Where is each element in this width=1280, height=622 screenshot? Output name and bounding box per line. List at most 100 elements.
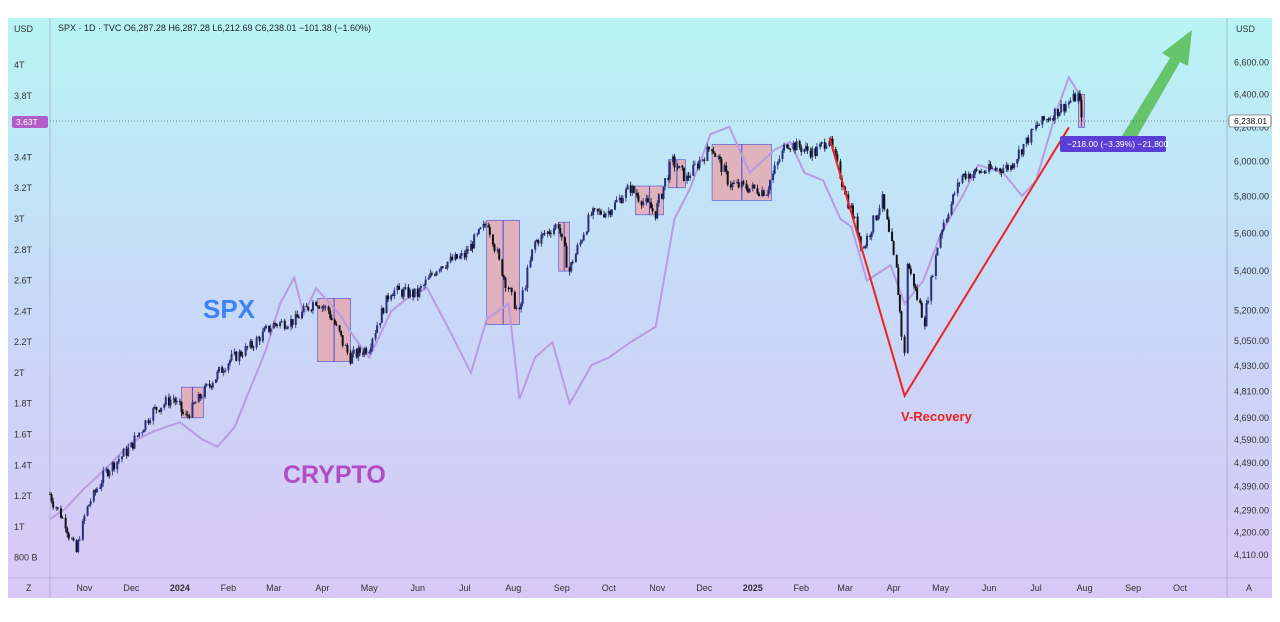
- spx-candle-body-50: [158, 409, 161, 412]
- spx-candle-body-76: [214, 379, 217, 383]
- spx-candle-body-457: [1052, 118, 1055, 121]
- spx-candle-body-99: [263, 328, 266, 332]
- spx-candle-body-114: [296, 314, 299, 318]
- spx-candle-body-283: [667, 178, 670, 180]
- spx-candle-body-438: [1010, 165, 1013, 170]
- right-tick-label-4: 5,800.00: [1234, 192, 1269, 202]
- chart-svg[interactable]: USD USD SPX · 1D · TVC O6,287.28 H6,287.…: [8, 18, 1272, 598]
- spx-candle-body-166: [408, 289, 411, 298]
- spx-candle-body-265: [626, 185, 629, 190]
- spx-candle-body-119: [307, 306, 310, 311]
- chart-container[interactable]: USD USD SPX · 1D · TVC O6,287.28 H6,287.…: [8, 18, 1272, 598]
- spx-candle-body-443: [1020, 149, 1023, 155]
- spx-candle-body-246: [585, 231, 588, 235]
- spx-candle-body-295: [693, 163, 696, 165]
- spx-candle-body-175: [429, 273, 432, 278]
- spx-candle-body-177: [434, 274, 437, 276]
- spx-candle-body-137: [346, 345, 349, 353]
- spx-candle-body-190: [463, 253, 466, 258]
- spx-candle-body-318: [745, 183, 748, 190]
- right-tick-label-13: 4,490.00: [1234, 458, 1269, 468]
- spx-candle-body-174: [427, 277, 430, 280]
- left-tick-label-9: 2T: [14, 368, 25, 378]
- spx-candle-body-289: [681, 165, 684, 168]
- left-tick-label-0: 4T: [14, 60, 25, 70]
- spx-candle-body-460: [1058, 112, 1061, 117]
- spx-candle-body-235: [560, 233, 563, 238]
- spx-candle-body-170: [418, 288, 421, 297]
- spx-candle-body-27: [106, 469, 109, 477]
- spx-candle-body-157: [390, 295, 393, 300]
- spx-candle-body-212: [510, 287, 513, 293]
- spx-candle-body-232: [554, 224, 557, 229]
- spx-candle-body-270: [637, 195, 640, 202]
- spx-candle-body-30: [113, 462, 116, 470]
- spx-candle-body-334: [781, 150, 784, 159]
- spx-candle-body-405: [936, 247, 939, 256]
- left-tick-label-12: 1.4T: [14, 460, 33, 470]
- spx-candle-body-271: [640, 201, 643, 206]
- spx-candle-body-203: [491, 234, 494, 245]
- spx-candle-body-410: [947, 214, 950, 220]
- spx-candle-body-404: [934, 255, 937, 276]
- spx-candle-body-251: [596, 208, 599, 212]
- corner-right-a[interactable]: A: [1246, 583, 1252, 593]
- left-tick-label-5: 2.8T: [14, 245, 33, 255]
- spx-candle-body-56: [172, 398, 175, 400]
- spx-candle-body-16: [83, 515, 86, 521]
- spx-candle-body-371: [862, 247, 865, 249]
- right-tick-label-11: 4,690.00: [1234, 413, 1269, 423]
- spx-candle-body-139: [351, 353, 354, 364]
- spx-candle-body-261: [618, 197, 621, 200]
- spx-candle-body-129: [329, 310, 332, 319]
- spx-candle-body-196: [476, 233, 479, 235]
- spx-candle-body-74: [210, 386, 213, 388]
- left-tick-label-1: 3.8T: [14, 91, 33, 101]
- spx-candle-body-430: [991, 168, 994, 170]
- spx-candle-body-221: [531, 249, 534, 261]
- time-tick-label-3: Feb: [221, 583, 237, 593]
- spx-candle-body-427: [984, 171, 987, 173]
- spx-candle-body-433: [999, 168, 1002, 172]
- spx-candle-body-250: [593, 208, 596, 210]
- spx-candle-body-231: [552, 228, 555, 235]
- spx-candle-body-326: [762, 190, 765, 196]
- spx-candle-body-257: [609, 211, 612, 215]
- spx-candle-body-164: [404, 287, 407, 290]
- spx-candle-body-208: [502, 275, 505, 278]
- spx-candle-body-85: [233, 351, 236, 354]
- spx-candle-body-45: [147, 420, 150, 424]
- spx-candle-body-306: [718, 156, 721, 159]
- spx-candle-body-391: [906, 263, 909, 353]
- v-recovery-line: [828, 126, 1070, 399]
- right-tick-label-2: 6,200.00: [1234, 122, 1269, 132]
- spx-candle-body-322: [753, 184, 756, 189]
- spx-candle-body-450: [1036, 124, 1039, 126]
- time-tick-label-12: Nov: [649, 583, 666, 593]
- spx-candle-body-434: [1000, 171, 1003, 173]
- spx-candle-body-89: [241, 355, 244, 357]
- spx-candle-body-205: [496, 249, 499, 252]
- spx-candle-body-61: [182, 411, 185, 414]
- spx-candle-body-435: [1002, 168, 1005, 173]
- time-tick-label-21: Aug: [1077, 583, 1093, 593]
- spx-candle-body-36: [127, 447, 130, 456]
- spx-candle-body-426: [983, 171, 986, 173]
- left-tick-label-15: 800 B: [14, 553, 38, 563]
- right-tick-label-14: 4,390.00: [1234, 482, 1269, 492]
- spx-candle-body-201: [487, 225, 490, 228]
- spx-candle-body-4: [56, 507, 59, 509]
- spx-candle-body-214: [515, 307, 518, 309]
- corner-left-z[interactable]: Z: [26, 583, 32, 593]
- spx-candle-body-189: [460, 253, 463, 256]
- spx-candle-body-384: [891, 231, 894, 242]
- spx-candle-body-230: [549, 233, 552, 235]
- spx-candle-body-29: [111, 462, 114, 472]
- spx-candle-body-386: [895, 254, 898, 268]
- spx-candle-body-316: [740, 181, 743, 188]
- spx-candle-body-320: [748, 188, 751, 193]
- spx-candle-body-461: [1060, 103, 1063, 113]
- spx-candle-body-440: [1013, 163, 1016, 169]
- spx-candle-body-71: [203, 385, 206, 398]
- spx-candle-body-22: [95, 488, 98, 493]
